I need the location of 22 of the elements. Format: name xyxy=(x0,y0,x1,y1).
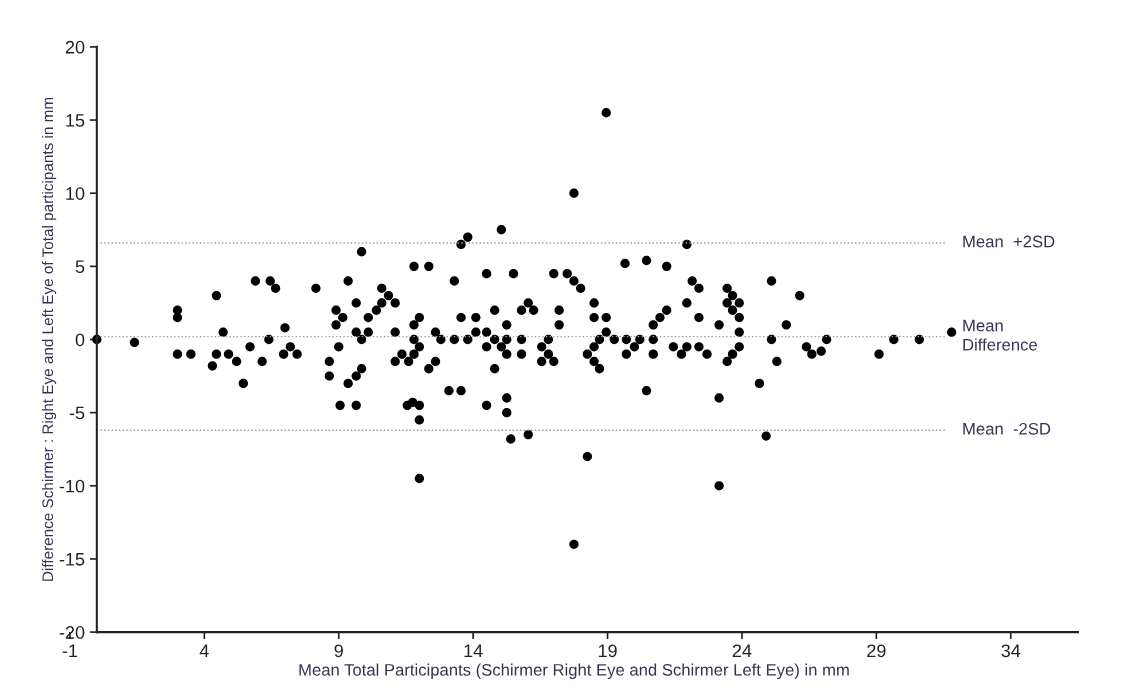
y-tick-label: 10 xyxy=(66,187,85,200)
y-tick-label: 20 xyxy=(65,40,85,54)
x-axis-title: Mean Total Participants (Schirmer Right Eye and Schirmer Left Eye) in mm xyxy=(299,663,849,680)
y-tick-label: -10 xyxy=(59,479,85,493)
y-tick-label: -20 xyxy=(59,626,85,639)
ref-line-label: Mean Difference xyxy=(963,319,1037,351)
y-tick-label: -5 xyxy=(69,406,85,420)
y-tick-label: -15 xyxy=(59,553,85,566)
x-tick-label: 19 xyxy=(598,644,617,658)
x-tick-label: 24 xyxy=(732,644,752,657)
ref-line-label: Mean +2SD xyxy=(963,235,1055,248)
x-tick-label: -1 xyxy=(62,644,78,657)
x-tick-label: 29 xyxy=(867,644,886,658)
y-tick-label: 0 xyxy=(75,333,85,347)
y-tick-label: 5 xyxy=(75,260,85,274)
x-tick-label: 34 xyxy=(1001,644,1021,658)
x-tick-label: 14 xyxy=(464,644,483,657)
y-tick-label: 15 xyxy=(66,114,85,127)
y-axis-title: Difference Schirmer : Right Eye and Left Eye of Total participants in mm xyxy=(41,97,57,581)
x-tick-label: 9 xyxy=(334,644,343,658)
x-tick-label: 4 xyxy=(199,644,209,657)
ref-line-label: Mean -2SD xyxy=(963,422,1051,435)
